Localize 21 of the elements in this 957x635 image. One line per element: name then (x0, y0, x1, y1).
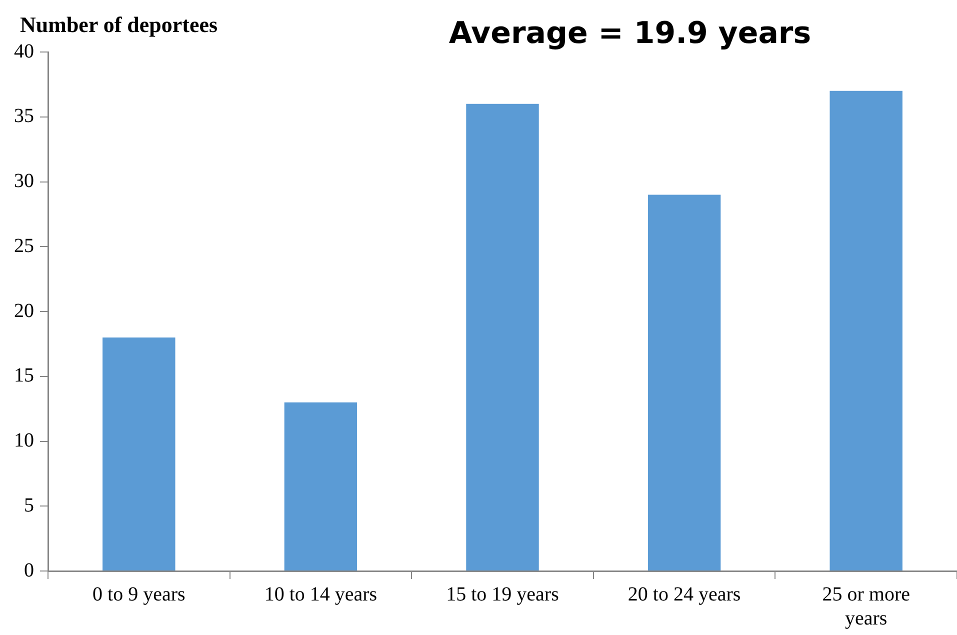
y-tick-label: 25 (14, 234, 34, 257)
bar (102, 337, 176, 570)
y-tick-label: 30 (14, 170, 34, 192)
x-tick-label: 20 to 24 years (628, 583, 741, 606)
y-axis-title: Number of deportees (20, 12, 218, 38)
x-tick-label: 10 to 14 years (264, 583, 378, 606)
y-tick-label: 0 (24, 559, 34, 582)
y-tick-label: 5 (24, 494, 34, 516)
bar (648, 194, 721, 570)
chart-title: Average = 19.9 years (448, 16, 812, 51)
y-tick-label: 15 (14, 364, 34, 387)
y-tick-label: 35 (14, 105, 34, 128)
y-tick-label: 40 (14, 40, 34, 62)
bar (284, 402, 358, 570)
x-tick-label: 25 or more years (822, 583, 910, 630)
bar (830, 90, 902, 570)
x-tick-label: 15 to 19 years (446, 583, 560, 606)
y-tick-label: 10 (14, 430, 34, 452)
y-tick-label: 20 (14, 300, 34, 322)
bar (466, 104, 539, 570)
x-tick-label: 0 to 9 years (92, 583, 186, 606)
